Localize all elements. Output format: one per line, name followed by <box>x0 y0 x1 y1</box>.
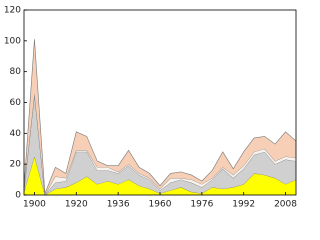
y-tick-label: 60 <box>10 98 22 108</box>
y-tick-label: 40 <box>10 129 22 139</box>
y-tick-label: 120 <box>4 6 21 16</box>
y-tick-label: 100 <box>4 36 21 46</box>
x-tick-label: 1976 <box>190 200 213 210</box>
chart: 0 20 40 60 80 100 120 1900 1920 1936 1960 1976 1992 2… <box>4 6 297 210</box>
x-tick-label: 1960 <box>149 200 172 210</box>
y-tick-label: 80 <box>10 67 22 77</box>
x-tick-label: 1900 <box>23 200 46 210</box>
area <box>24 93 296 195</box>
area <box>24 156 296 195</box>
y-tick-label: 0 <box>15 191 21 201</box>
x-tick-label: 1992 <box>232 200 255 210</box>
x-tick-label: 1936 <box>107 200 130 210</box>
area <box>24 94 296 195</box>
x-tick-label: 2008 <box>274 200 297 210</box>
area <box>24 39 296 195</box>
y-tick-label: 20 <box>10 160 22 170</box>
area-edge <box>23 39 297 194</box>
x-tick-label: 1920 <box>65 200 88 210</box>
